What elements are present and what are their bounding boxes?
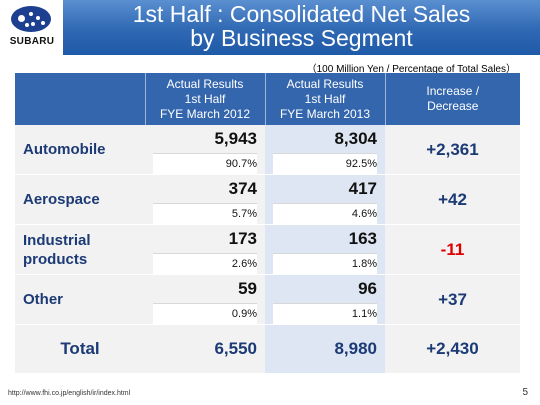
- value-2012: 374: [145, 175, 265, 203]
- pct-2012: 0.9%: [153, 303, 257, 324]
- value-2012: 5,943: [145, 125, 265, 153]
- table-row: Aerospace 374 417 +42: [15, 175, 520, 224]
- segment-label: Automobile: [15, 125, 145, 174]
- logo-wordmark: SUBARU: [9, 36, 55, 47]
- slide-header: SUBARU 1st Half : Consolidated Net Sales…: [0, 0, 540, 55]
- subaru-logo: SUBARU: [0, 0, 63, 55]
- change-value: +42: [385, 175, 520, 224]
- change-value-negative: -11: [385, 225, 520, 274]
- value-2013: 96: [265, 275, 385, 303]
- pct-2012: 2.6%: [153, 253, 257, 274]
- change-value: +2,361: [385, 125, 520, 174]
- sales-table: Actual Results 1st Half FYE March 2012 A…: [15, 73, 520, 373]
- value-2013: 417: [265, 175, 385, 203]
- table-row-pct: 5.7% 4.6%: [15, 203, 520, 224]
- pct-2013: 4.6%: [273, 203, 377, 224]
- pleiades-star-icon: [11, 6, 51, 32]
- unit-note: （100 Million Yen / Percentage of Total S…: [306, 64, 516, 75]
- pct-2013: 1.8%: [273, 253, 377, 274]
- title-line-1: 1st Half : Consolidated Net Sales: [132, 1, 471, 27]
- header-fye2013: Actual Results 1st Half FYE March 2013: [265, 73, 386, 125]
- title-line-2: by Business Segment: [190, 25, 413, 51]
- page-number: 5: [522, 387, 528, 398]
- segment-label: Aerospace: [15, 175, 145, 224]
- segment-label: Other: [15, 275, 145, 324]
- segment-label: Industrial products: [15, 225, 145, 274]
- table-row-pct: 0.9% 1.1%: [15, 303, 520, 324]
- table-header-row: Actual Results 1st Half FYE March 2012 A…: [15, 73, 520, 125]
- header-change: Increase / Decrease: [385, 73, 520, 125]
- total-2012: 6,550: [145, 325, 265, 373]
- pct-2013: 1.1%: [273, 303, 377, 324]
- header-blank: [15, 73, 146, 125]
- pct-2012: 90.7%: [153, 153, 257, 174]
- value-2012: 173: [145, 225, 265, 253]
- value-2013: 8,304: [265, 125, 385, 153]
- footer-url[interactable]: http://www.fhi.co.jp/english/ir/index.ht…: [8, 390, 131, 397]
- value-2013: 163: [265, 225, 385, 253]
- table-row-pct: 90.7% 92.5%: [15, 153, 520, 174]
- total-2013: 8,980: [265, 325, 385, 373]
- total-change: +2,430: [385, 325, 520, 373]
- table-row: Industrial products 173 163 -11: [15, 225, 520, 274]
- table-row: Automobile 5,943 8,304 +2,361: [15, 125, 520, 174]
- value-2012: 59: [145, 275, 265, 303]
- slide-title: 1st Half : Consolidated Net Sales by Bus…: [63, 2, 540, 50]
- change-value: +37: [385, 275, 520, 324]
- pct-2012: 5.7%: [153, 203, 257, 224]
- header-fye2012: Actual Results 1st Half FYE March 2012: [145, 73, 266, 125]
- total-label: Total: [15, 325, 145, 373]
- table-row: Other 59 96 +37: [15, 275, 520, 324]
- table-row-pct: 2.6% 1.8%: [15, 253, 520, 274]
- pct-2013: 92.5%: [273, 153, 377, 174]
- total-row: Total 6,550 8,980 +2,430: [15, 325, 520, 373]
